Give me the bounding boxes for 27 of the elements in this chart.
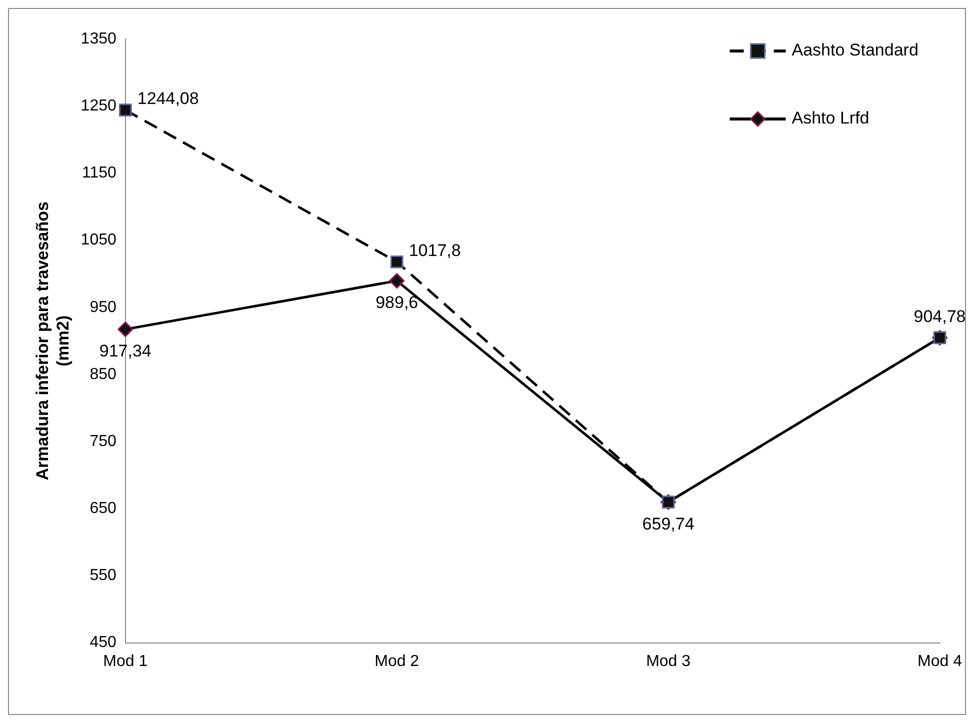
x-tick-label: Mod 3 (646, 652, 691, 670)
y-tick-label: 950 (90, 298, 116, 316)
point (118, 322, 134, 338)
y-tick-label: 550 (90, 567, 116, 584)
data-label: 1017,8 (408, 241, 461, 260)
data-label: 904,78 (914, 306, 966, 326)
data-label: 1244,08 (137, 89, 199, 108)
x-tick-label: Mod 2 (374, 652, 420, 670)
data-label: 917,34 (99, 341, 152, 360)
x-tick-label: Mod 1 (103, 652, 148, 670)
y-tick-label: 450 (90, 634, 116, 652)
y-tick-label: 1250 (80, 97, 116, 114)
data-label: 989,6 (376, 292, 418, 312)
x-tick-label: Mod 4 (918, 652, 962, 670)
point (389, 273, 405, 289)
y-tick-label: 1150 (82, 164, 116, 182)
y-tick-label: 1350 (80, 30, 116, 48)
y-tick-label: 1050 (80, 232, 116, 249)
point (118, 104, 132, 116)
point (390, 255, 404, 268)
y-axis-title: Armadura inferior para travesaños (mm2) (32, 202, 72, 480)
data-label: 659,74 (642, 514, 694, 534)
legend-label: Ashto Lrfd (792, 108, 870, 128)
y-tick-label: 650 (90, 500, 116, 518)
y-tick-label: 850 (90, 366, 116, 383)
legend-label: Aashto Standard (792, 40, 918, 60)
y-tick-label: 750 (90, 432, 116, 450)
